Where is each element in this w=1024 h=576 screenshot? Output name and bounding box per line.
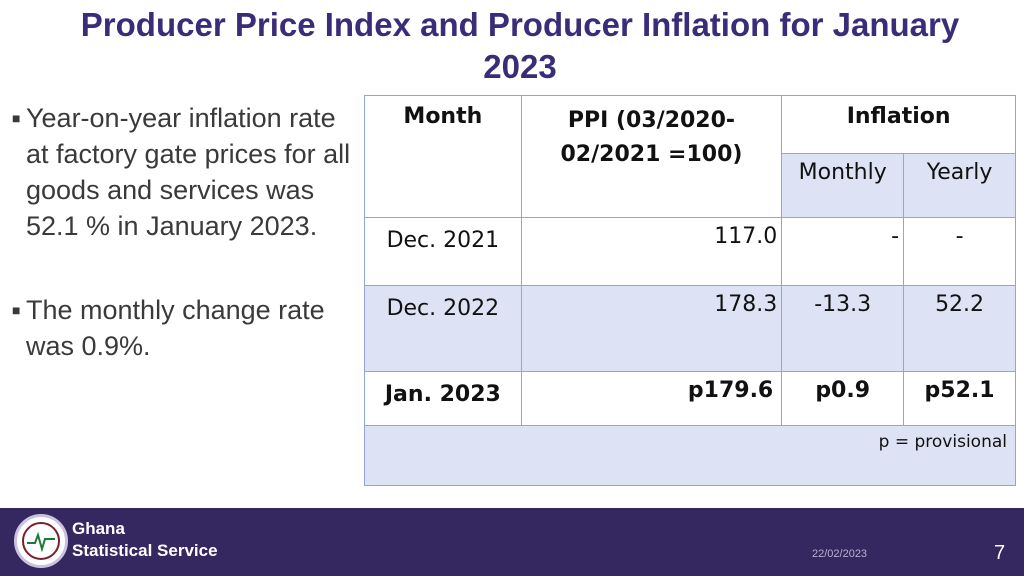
square-bullet-icon: ■ xyxy=(12,110,21,126)
org-name-line2: Statistical Service xyxy=(72,541,218,560)
row-yearly: - xyxy=(903,217,1016,286)
org-name-line1: Ghana xyxy=(72,519,125,538)
row-month: Dec. 2022 xyxy=(364,285,522,372)
header-ppi: PPI (03/2020-02/2021 =100) xyxy=(520,95,783,218)
row-monthly: - xyxy=(781,217,905,286)
table-row: Dec. 2021 117.0 - - xyxy=(364,217,1016,286)
header-inflation: Inflation xyxy=(781,95,1016,154)
bullet-text: Year-on-year inflation rate at factory g… xyxy=(26,103,351,241)
ppi-table: Month PPI (03/2020-02/2021 =100) Inflati… xyxy=(364,95,1016,486)
org-name: Ghana Statistical Service xyxy=(72,518,218,562)
ppi-table-container: Month PPI (03/2020-02/2021 =100) Inflati… xyxy=(364,95,1016,486)
row-ppi: 178.3 xyxy=(520,285,783,372)
row-ppi: p179.6 xyxy=(520,371,783,426)
table-row: Dec. 2022 178.3 -13.3 52.2 xyxy=(364,285,1016,372)
square-bullet-icon: ■ xyxy=(12,302,21,318)
row-ppi: 117.0 xyxy=(520,217,783,286)
bullet-list: ■ Year-on-year inflation rate at factory… xyxy=(12,100,357,412)
row-month: Jan. 2023 xyxy=(364,371,522,426)
header-yearly: Yearly xyxy=(903,153,1016,218)
page-title: Producer Price Index and Producer Inflat… xyxy=(80,6,960,85)
slide-date: 22/02/2023 xyxy=(812,548,868,560)
row-month: Dec. 2021 xyxy=(364,217,522,286)
page-number: 7 xyxy=(994,542,1006,564)
row-yearly: 52.2 xyxy=(903,285,1016,372)
header-month: Month xyxy=(364,95,522,218)
footer-bar: Ghana Statistical Service 22/02/2023 7 xyxy=(0,508,1024,576)
bullet-text: The monthly change rate was 0.9%. xyxy=(26,295,325,361)
bullet-item: ■ The monthly change rate was 0.9%. xyxy=(12,292,357,364)
row-monthly: -13.3 xyxy=(781,285,905,372)
table-row: Jan. 2023 p179.6 p0.9 p52.1 xyxy=(364,371,1016,426)
gss-logo-icon xyxy=(14,514,68,568)
row-monthly: p0.9 xyxy=(781,371,905,426)
row-yearly: p52.1 xyxy=(903,371,1016,426)
provisional-note: p = provisional xyxy=(364,425,1016,486)
header-monthly: Monthly xyxy=(781,153,905,218)
logo-graphic xyxy=(22,522,60,560)
bullet-item: ■ Year-on-year inflation rate at factory… xyxy=(12,100,357,244)
